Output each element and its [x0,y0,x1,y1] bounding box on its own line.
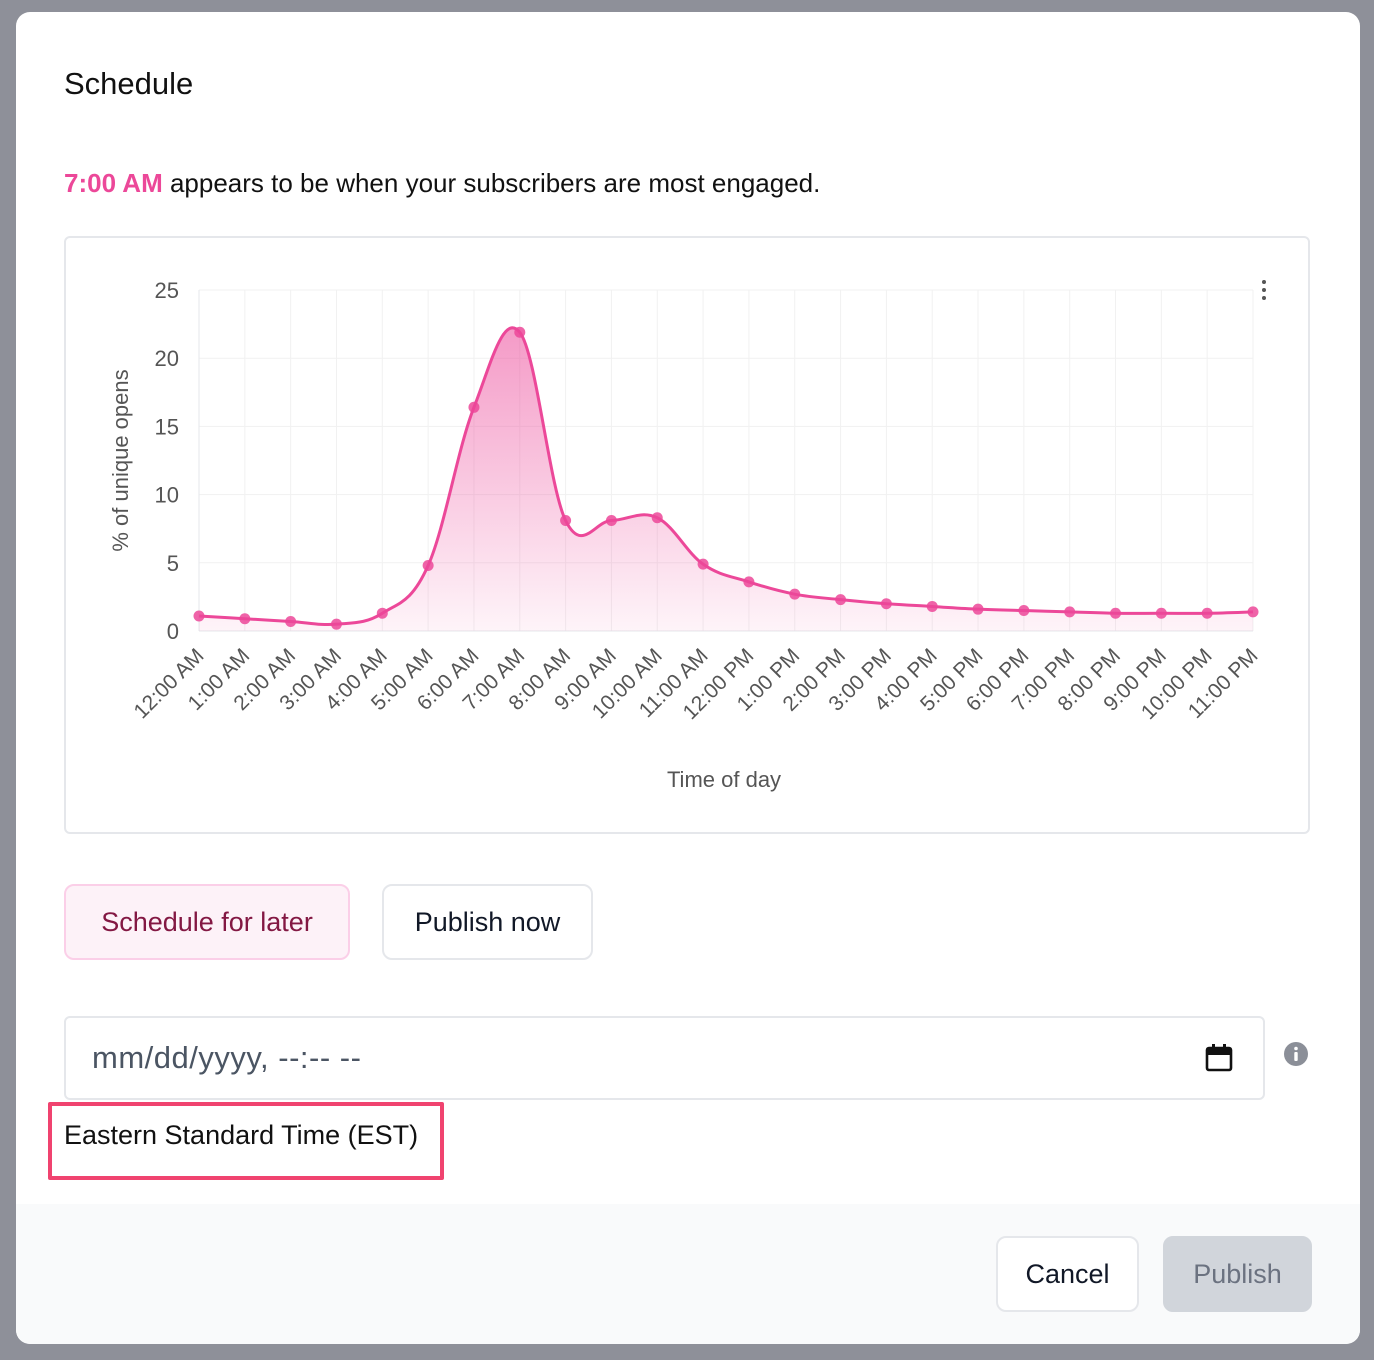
series-area [199,327,1253,631]
data-point [239,613,251,625]
schedule-for-later-button[interactable]: Schedule for later [64,884,350,960]
y-tick-label: 0 [167,619,179,644]
timezone-label: Eastern Standard Time (EST) [64,1120,419,1150]
data-point [1247,606,1259,618]
data-point [972,603,984,615]
info-icon[interactable] [1283,1041,1309,1067]
publish-now-button[interactable]: Publish now [382,884,593,960]
y-tick-label: 25 [155,278,179,303]
publish-button[interactable]: Publish [1163,1236,1312,1312]
data-point [743,576,755,588]
engagement-chart: 0 5 10 15 20 25 12:00 AM 1:00 AM 2:00 AM 3:00 AM 4… [64,236,1310,834]
y-tick-label: 20 [155,346,179,371]
data-point [1110,607,1122,619]
x-axis-title: Time of day [667,767,781,792]
data-point [422,560,434,572]
data-point [605,515,617,527]
data-point [1018,605,1030,617]
datetime-placeholder: mm/dd/yyyy, --:-- -- [92,1040,362,1075]
data-point [651,512,663,524]
data-point [285,615,297,627]
data-point [468,401,480,413]
data-point [514,326,526,338]
kebab-menu-icon[interactable] [1260,280,1268,304]
data-point [835,594,847,606]
y-tick-label: 15 [155,414,179,439]
y-tick-label: 10 [155,483,179,508]
modal-footer [16,1204,1360,1344]
calendar-icon[interactable] [1205,1044,1233,1072]
datetime-input[interactable]: mm/dd/yyyy, --:-- -- [64,1016,1265,1100]
data-point [697,558,709,570]
modal-title: Schedule [64,66,194,101]
data-point [789,588,801,600]
data-point [1064,606,1076,618]
cancel-button[interactable]: Cancel [996,1236,1139,1312]
annotation-highlight [48,1102,444,1180]
data-point [330,618,342,630]
data-point [1201,607,1213,619]
schedule-modal: Schedule 7:00 AM appears to be when your… [16,12,1360,1344]
engagement-message: 7:00 AM appears to be when your subscrib… [64,168,820,199]
data-point [1155,607,1167,619]
peak-time: 7:00 AM [64,168,163,198]
data-point [926,600,938,612]
y-tick-label: 5 [167,551,179,576]
y-axis-title: % of unique opens [108,369,133,551]
data-point [193,610,205,622]
engagement-text: appears to be when your subscribers are … [162,168,821,198]
data-point [880,598,892,610]
data-point [560,515,572,527]
data-point [376,607,388,619]
